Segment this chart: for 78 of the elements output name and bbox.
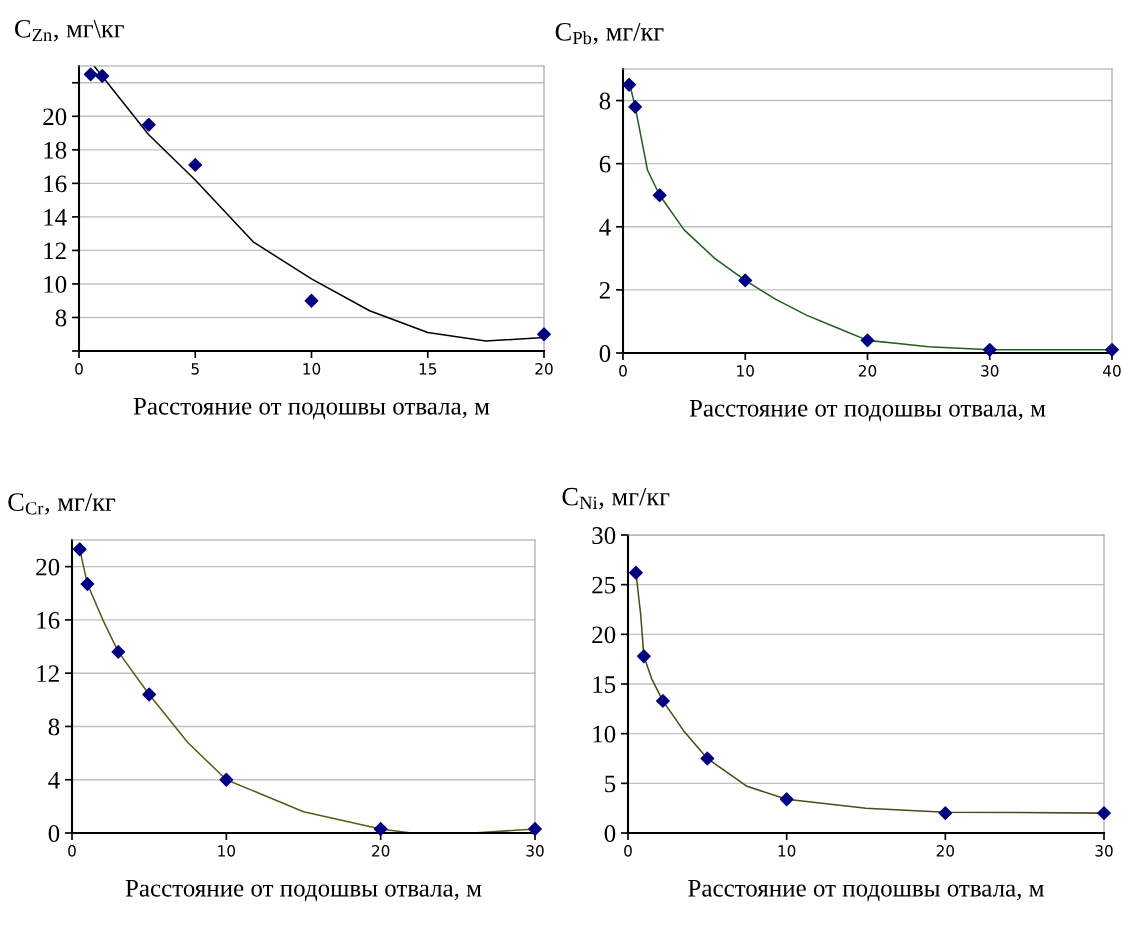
y-tick-label: 15 — [593, 676, 616, 693]
y-tick-label: 4 — [48, 771, 60, 789]
x-tick-label: 5 — [191, 363, 199, 375]
point — [860, 333, 875, 348]
y-tick-label: 16 — [44, 175, 67, 193]
point — [622, 77, 637, 92]
x-tick-label: 0 — [624, 845, 632, 857]
y-tick-label: 6 — [599, 155, 611, 173]
x-tick-label: 20 — [858, 365, 877, 377]
point — [738, 273, 753, 288]
y-tick-label: 8 — [55, 309, 67, 327]
y-tick-label: 2 — [599, 282, 610, 299]
y-axis-title: C$_{Cr}$, мг/кг — [8, 493, 116, 515]
x-tick-label: 10 — [303, 363, 321, 375]
point — [779, 792, 794, 807]
y-tick-label: 4 — [599, 218, 611, 236]
x-axis-title: Расстояние от подошвы отвала, м — [133, 398, 490, 420]
x-axis-title: Расстояние от подошвы отвала, м — [689, 400, 1046, 422]
y-tick-label: 25 — [592, 576, 616, 594]
x-tick-label: 0 — [75, 363, 83, 375]
y-axis-title: C$_{Pb}$, мг/кг — [555, 22, 664, 45]
point — [142, 687, 157, 702]
point — [373, 822, 388, 836]
y-tick-label: 20 — [43, 108, 67, 126]
point — [188, 158, 203, 172]
y-tick-label: 18 — [44, 141, 67, 159]
point — [72, 542, 87, 557]
y-tick-label: 0 — [48, 825, 60, 842]
x-axis-title: Расстояние от подошвы отвала, м — [125, 880, 482, 902]
x-tick-label: 20 — [535, 363, 553, 375]
point — [652, 188, 667, 203]
point — [1097, 806, 1111, 821]
y-tick-label: 10 — [593, 725, 616, 743]
x-tick-label: 0 — [619, 365, 627, 377]
point — [700, 751, 715, 766]
point — [141, 117, 156, 132]
y-tick-label: 12 — [44, 242, 66, 260]
point — [304, 293, 319, 308]
point — [80, 577, 95, 591]
y-tick-label: 0 — [599, 345, 611, 362]
x-tick-label: 10 — [778, 845, 796, 857]
y-axis-title: C$_{Zn}$, мг\кг — [14, 19, 124, 42]
point — [111, 644, 126, 659]
y-tick-label: 20 — [36, 558, 60, 576]
x-tick-label: 40 — [1103, 365, 1121, 377]
point — [95, 69, 110, 83]
x-tick-label: 30 — [526, 845, 544, 857]
point — [528, 822, 542, 836]
x-tick-label: 30 — [981, 365, 999, 377]
y-tick-label: 30 — [592, 527, 616, 544]
point — [636, 649, 651, 664]
x-tick-label: 15 — [419, 363, 437, 375]
y-tick-label: 12 — [37, 665, 59, 682]
point — [629, 565, 643, 580]
point — [938, 806, 953, 821]
point — [656, 693, 670, 708]
x-tick-label: 10 — [737, 365, 754, 377]
point — [982, 342, 997, 357]
y-tick-label: 20 — [592, 626, 616, 644]
x-tick-label: 10 — [218, 845, 236, 857]
y-tick-label: 8 — [48, 718, 60, 736]
point — [83, 67, 98, 82]
x-tick-label: 0 — [68, 845, 76, 857]
point — [537, 327, 551, 342]
y-tick-label: 16 — [37, 612, 60, 629]
y-tick-label: 8 — [599, 92, 611, 110]
point — [1105, 342, 1119, 357]
point — [628, 99, 643, 114]
x-axis-title: Расстояние от подошвы отвала, м — [688, 880, 1044, 902]
x-tick-label: 30 — [1095, 845, 1113, 857]
point — [219, 772, 234, 787]
y-tick-label: 0 — [604, 825, 616, 842]
y-tick-label: 14 — [44, 209, 67, 226]
y-tick-label: 10 — [44, 275, 67, 293]
y-axis-title: C$_{Ni}$, мг/кг — [562, 487, 670, 510]
x-tick-label: 20 — [372, 845, 390, 857]
y-tick-label: 5 — [605, 775, 616, 793]
x-tick-label: 20 — [936, 845, 955, 857]
